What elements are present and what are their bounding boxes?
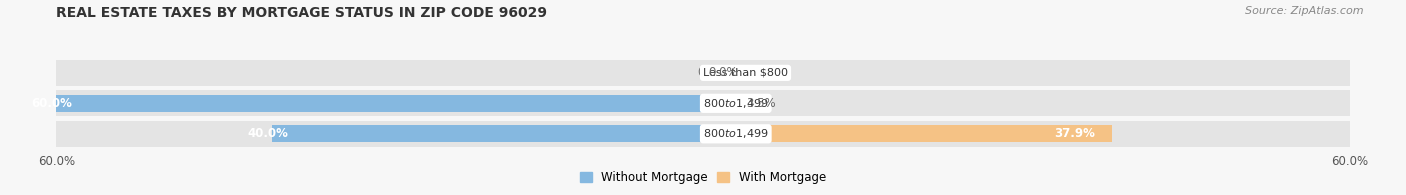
Text: 0.0%: 0.0% (709, 66, 738, 79)
Text: 3.5%: 3.5% (747, 97, 776, 110)
Text: 40.0%: 40.0% (247, 127, 288, 140)
Text: 0.0%: 0.0% (697, 66, 727, 79)
Bar (703, 90, 1350, 116)
Text: Less than $800: Less than $800 (703, 68, 787, 78)
Bar (703, 60, 1350, 86)
Bar (703, 125, 1112, 142)
Legend: Without Mortgage, With Mortgage: Without Mortgage, With Mortgage (575, 167, 831, 189)
Text: 37.9%: 37.9% (1054, 127, 1095, 140)
Bar (56, 95, 703, 112)
Text: 60.0%: 60.0% (31, 97, 73, 110)
Text: $800 to $1,499: $800 to $1,499 (703, 127, 769, 140)
Bar (703, 121, 1350, 147)
Bar (56, 60, 703, 86)
Bar (56, 90, 703, 116)
Text: $800 to $1,499: $800 to $1,499 (703, 97, 769, 110)
Text: Source: ZipAtlas.com: Source: ZipAtlas.com (1246, 6, 1364, 16)
Text: REAL ESTATE TAXES BY MORTGAGE STATUS IN ZIP CODE 96029: REAL ESTATE TAXES BY MORTGAGE STATUS IN … (56, 6, 547, 20)
Bar (56, 121, 703, 147)
Bar (703, 95, 741, 112)
Bar (271, 125, 703, 142)
